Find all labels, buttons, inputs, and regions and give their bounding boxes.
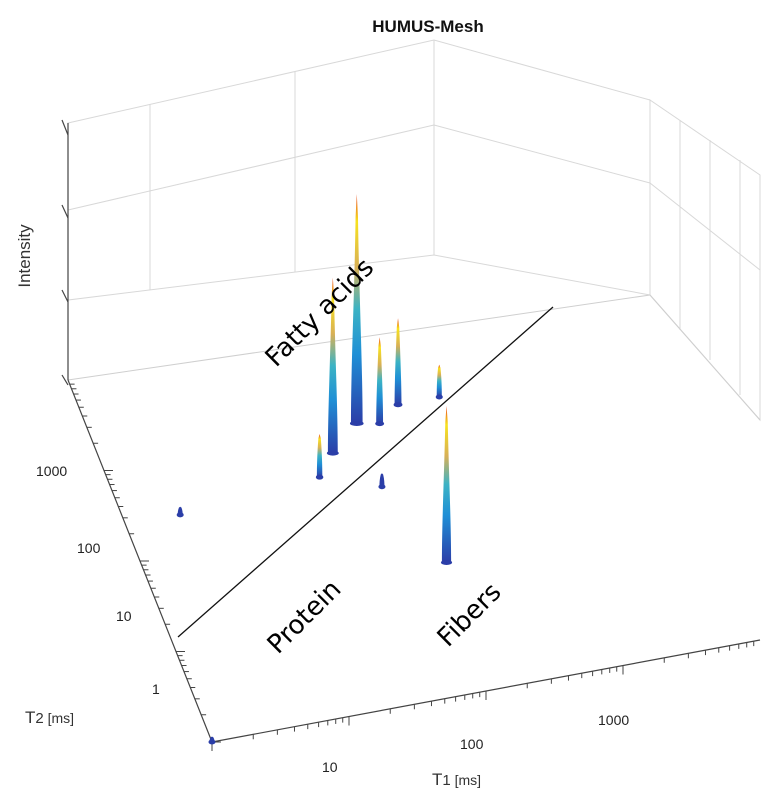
t1-label-sub: 1 (442, 772, 450, 789)
t2-tick-label-10: 10 (116, 608, 132, 624)
t2-axis-ticks (69, 383, 221, 743)
peak-base-1 (349, 420, 364, 426)
peak-base-2 (375, 421, 385, 427)
front-axes (67, 379, 761, 743)
floor (67, 294, 761, 421)
t2-tick-label-1000: 1000 (36, 463, 67, 479)
z-axis-label: Intensity (15, 224, 34, 288)
peak-base-4 (315, 474, 324, 480)
peaks-layer (176, 193, 453, 745)
z-axis (61, 119, 69, 386)
peak-base-8 (176, 512, 184, 518)
t1-tick-label-100: 100 (460, 736, 484, 752)
t1-tick-label-1000: 1000 (598, 712, 629, 728)
diagonal-line (177, 306, 554, 638)
t2-label-unit: [ms] (44, 710, 74, 726)
peak-4 (316, 433, 323, 478)
peak-7 (436, 364, 442, 398)
peak-base-3 (393, 402, 403, 408)
peak-base-5 (378, 484, 386, 490)
t1-axis-label: T1 [ms] (432, 770, 481, 789)
peak-3 (394, 318, 402, 405)
side-wall (649, 99, 761, 422)
peak-6 (441, 405, 452, 563)
t1-axis-ticks (211, 641, 755, 751)
t2-tick-label-100: 100 (77, 540, 101, 556)
t1-label-unit: [ms] (451, 772, 481, 788)
peak-1 (350, 193, 363, 424)
peak-base-0 (326, 450, 339, 456)
annotation-protein: Protein (262, 574, 348, 660)
annotation-fatty-acids: Fatty acids (260, 253, 380, 373)
t2-axis-label: T2 [ms] (25, 708, 74, 727)
peak-base-9 (208, 739, 216, 745)
peak-base-6 (440, 559, 453, 565)
peak-5 (379, 473, 385, 487)
t2-label-sub: 2 (35, 710, 43, 727)
t2-tick-label-1: 1 (152, 681, 160, 697)
peak-0 (327, 277, 338, 454)
t1-label-main: T (432, 770, 442, 789)
t2-label-main: T (25, 708, 35, 727)
t1-tick-label-10: 10 (322, 759, 338, 775)
annotation-fibers: Fibers (432, 577, 508, 653)
peak-base-7 (435, 394, 443, 400)
chart-title: HUMUS-Mesh (372, 17, 483, 36)
peak-2 (376, 337, 384, 424)
